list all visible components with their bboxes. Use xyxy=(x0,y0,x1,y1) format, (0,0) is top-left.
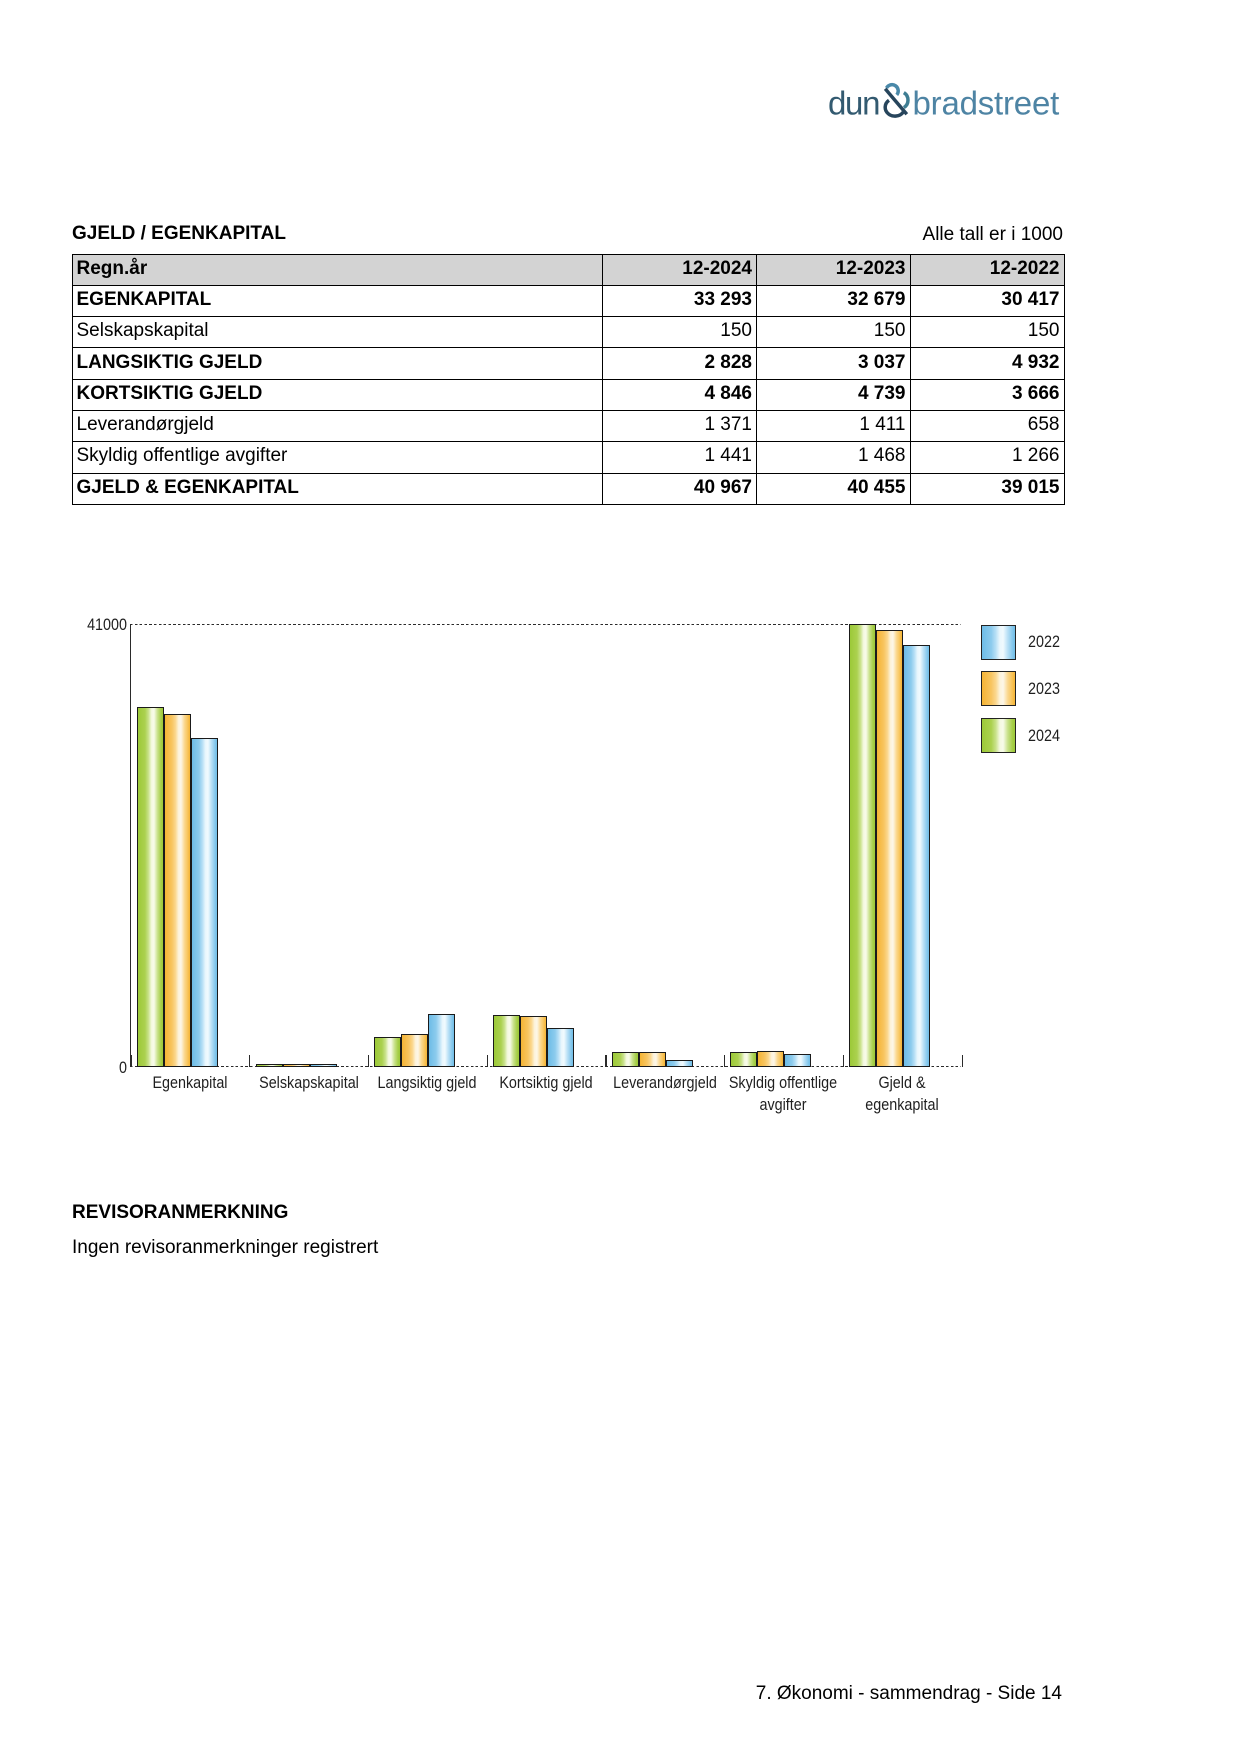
svg-text:bradstreet: bradstreet xyxy=(913,84,1060,121)
svg-text:dun: dun xyxy=(828,84,879,121)
